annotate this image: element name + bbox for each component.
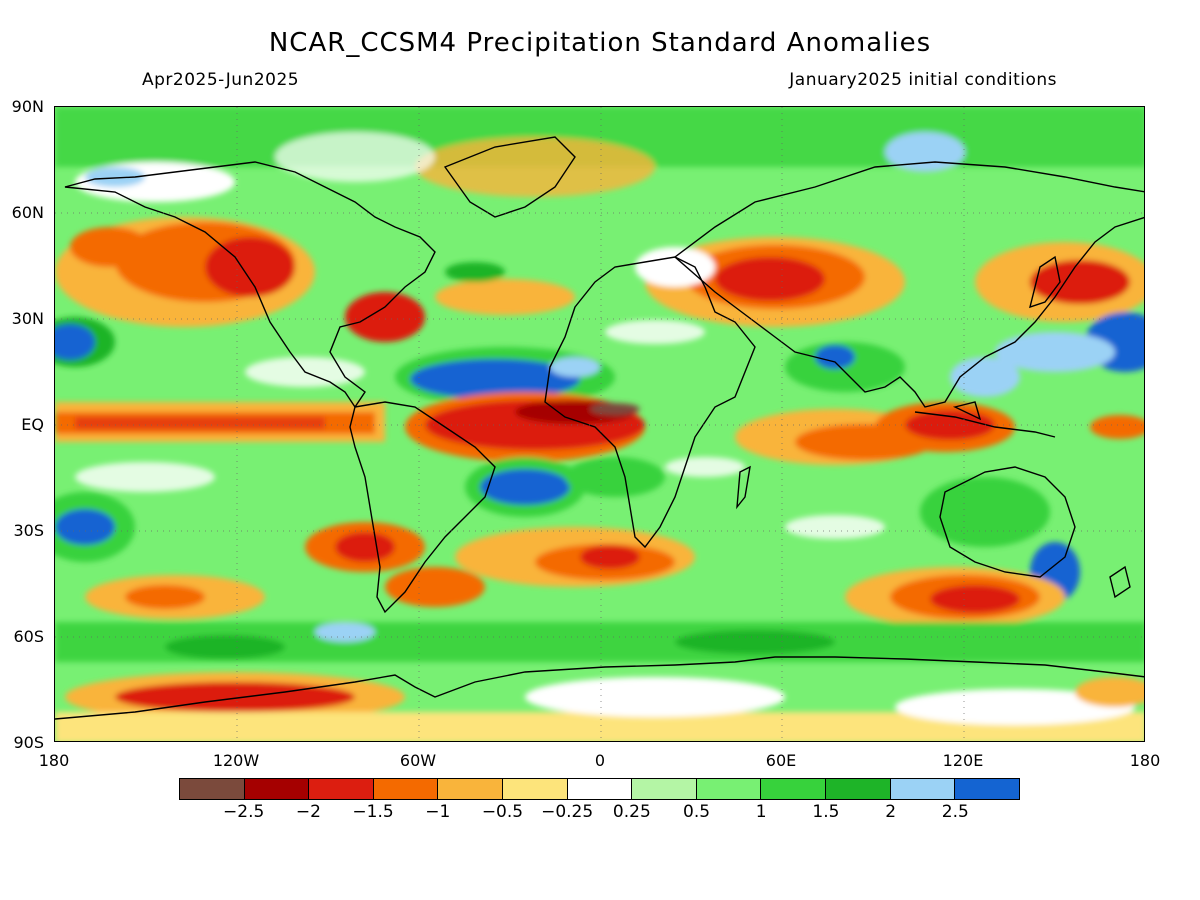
colorbar-swatch	[761, 779, 827, 799]
colorbar-tick-label: 0.5	[683, 802, 711, 822]
colorbar	[179, 778, 1020, 800]
lat-label-eq: EQ	[21, 415, 44, 434]
colorbar-tick-label: −2	[295, 802, 321, 822]
colorbar-swatch	[438, 779, 504, 799]
colorbar-swatch	[567, 779, 633, 799]
forecast-period: Apr2025-Jun2025	[142, 70, 300, 90]
initial-conditions: January2025 initial conditions	[789, 70, 1057, 90]
colorbar-tick-label: −2.5	[223, 802, 265, 822]
colorbar-swatch	[244, 779, 310, 799]
colorbar-swatch	[632, 779, 697, 799]
lat-label-30s: 30S	[13, 521, 44, 540]
lat-label-60s: 60S	[13, 627, 44, 646]
lon-label-120w: 120W	[212, 751, 260, 770]
colorbar-swatch	[826, 779, 891, 799]
lon-label-60e: 60E	[765, 751, 797, 770]
colorbar-tick-label: 2	[885, 802, 897, 822]
colorbar-tick-label: −1	[425, 802, 451, 822]
anomaly-map	[54, 106, 1145, 742]
colorbar-swatch	[955, 779, 1019, 799]
colorbar-swatch	[180, 779, 245, 799]
lon-label-180w: 180	[38, 751, 70, 770]
colorbar-swatch	[890, 779, 956, 799]
lon-label-180e: 180	[1129, 751, 1161, 770]
colorbar-swatch	[503, 779, 568, 799]
map-gridlines	[55, 107, 1144, 741]
lat-label-90s: 90S	[13, 733, 44, 752]
colorbar-tick-label: 2.5	[941, 802, 969, 822]
map-title: NCAR_CCSM4 Precipitation Standard Anomal…	[268, 28, 932, 58]
lat-label-60n: 60N	[11, 203, 44, 222]
colorbar-tick-label: 1	[755, 802, 767, 822]
coastlines	[55, 136, 1144, 720]
lon-label-60w: 60W	[399, 751, 437, 770]
colorbar-tick-label: 0.25	[612, 802, 651, 822]
lon-label-0: 0	[594, 751, 606, 770]
colorbar-swatch	[373, 779, 439, 799]
lat-label-30n: 30N	[11, 309, 44, 328]
lon-label-120e: 120E	[942, 751, 984, 770]
colorbar-tick-label: −0.25	[541, 802, 594, 822]
colorbar-tick-label: −0.5	[481, 802, 524, 822]
colorbar-swatch	[696, 779, 762, 799]
colorbar-tick-label: 1.5	[812, 802, 840, 822]
colorbar-tick-label: −1.5	[352, 802, 394, 822]
anomaly-field	[55, 107, 1144, 741]
colorbar-swatch	[309, 779, 374, 799]
lat-label-90n: 90N	[11, 97, 44, 116]
